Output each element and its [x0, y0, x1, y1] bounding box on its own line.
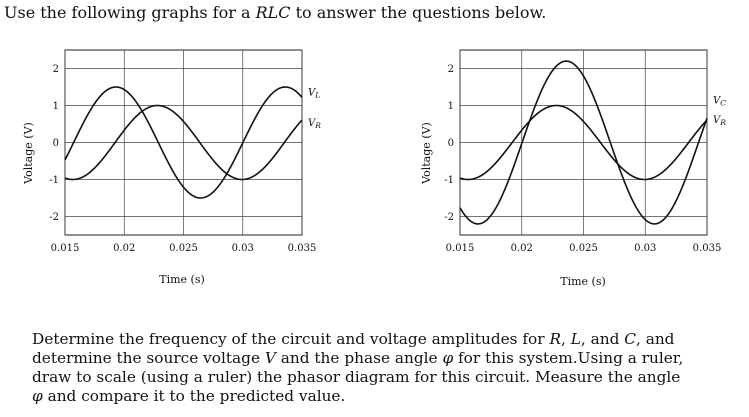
x-tick-label: 0.035	[693, 243, 722, 254]
question-line-2: determine the source voltage V and the p…	[32, 349, 684, 367]
y-tick-label: 0	[53, 138, 59, 149]
series-line-vl	[64, 86, 303, 199]
series-label-vr: VR	[713, 115, 726, 127]
x-tick-label: 0.025	[169, 243, 198, 254]
y-tick-label: -2	[49, 212, 59, 223]
y-tick-label: 2	[53, 64, 59, 75]
intro-rlc: RLC	[255, 3, 291, 22]
series-label-vl: VL	[308, 87, 320, 99]
intro-after: to answer the questions below.	[290, 3, 547, 22]
xlabel: Time (s)	[159, 273, 205, 286]
series-line-vr	[64, 104, 303, 181]
x-tick-label: 0.02	[113, 243, 135, 254]
x-tick-label: 0.035	[288, 243, 317, 254]
ylabel: Voltage (V)	[420, 122, 433, 185]
x-tick-label: 0.015	[446, 243, 475, 254]
question-text: Determine the frequency of the circuit a…	[32, 330, 732, 406]
x-tick-label: 0.025	[569, 243, 598, 254]
y-tick-label: 2	[448, 64, 454, 75]
series-line-vr	[459, 104, 708, 181]
y-tick-label: -1	[49, 175, 59, 186]
intro-before: Use the following graphs for a	[4, 3, 256, 22]
y-tick-label: 1	[448, 101, 454, 112]
question-line-3: draw to scale (using a ruler) the phasor…	[32, 368, 681, 386]
x-tick-label: 0.015	[51, 243, 80, 254]
series-label-vc: VC	[713, 95, 726, 107]
intro-text: Use the following graphs for a RLC to an…	[4, 4, 546, 22]
y-tick-label: 1	[53, 101, 59, 112]
x-tick-label: 0.02	[511, 243, 533, 254]
question-line-1: Determine the frequency of the circuit a…	[32, 330, 675, 348]
y-tick-label: -1	[444, 175, 454, 186]
series-label-vr: VR	[308, 118, 321, 130]
chart-vl-vr: Voltage (V) Time (s) 0.015 0.02 0.025 0.03 0…	[22, 49, 321, 286]
x-tick-label: 0.03	[634, 243, 656, 254]
xlabel: Time (s)	[560, 275, 606, 288]
chart-vc-vr: Voltage (V) Time (s) 0.015 0.02 0.025 0.03 0…	[420, 49, 726, 288]
series-line-vc	[459, 60, 708, 225]
x-tick-label: 0.03	[232, 243, 254, 254]
ylabel: Voltage (V)	[22, 122, 35, 185]
question-line-4: φ and compare it to the predicted value.	[32, 387, 346, 405]
y-tick-label: -2	[444, 212, 454, 223]
y-tick-label: 0	[448, 138, 454, 149]
